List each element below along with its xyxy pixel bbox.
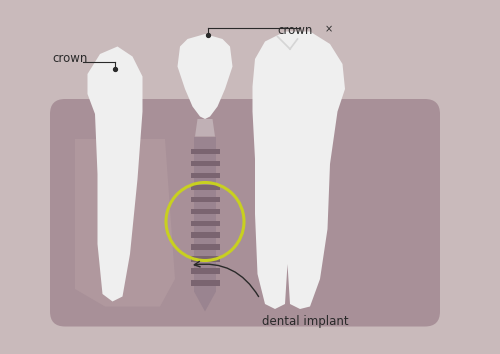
Bar: [190, 244, 220, 250]
Bar: [190, 268, 220, 274]
Text: crown: crown: [52, 51, 88, 64]
Polygon shape: [195, 119, 215, 137]
Polygon shape: [252, 32, 345, 309]
Bar: [190, 209, 220, 214]
Text: ×: ×: [325, 24, 333, 34]
Polygon shape: [75, 139, 175, 307]
Polygon shape: [194, 291, 216, 312]
Bar: [190, 280, 220, 286]
Bar: [190, 149, 220, 154]
Bar: [190, 185, 220, 190]
Polygon shape: [178, 34, 233, 119]
Bar: [190, 173, 220, 178]
Polygon shape: [88, 46, 142, 302]
Bar: [190, 221, 220, 226]
Text: crown: crown: [278, 24, 313, 37]
Text: dental implant: dental implant: [262, 315, 349, 328]
FancyBboxPatch shape: [50, 99, 440, 326]
Polygon shape: [194, 137, 216, 291]
Bar: [190, 197, 220, 202]
Bar: [190, 161, 220, 166]
Bar: [190, 233, 220, 238]
Bar: [190, 256, 220, 262]
